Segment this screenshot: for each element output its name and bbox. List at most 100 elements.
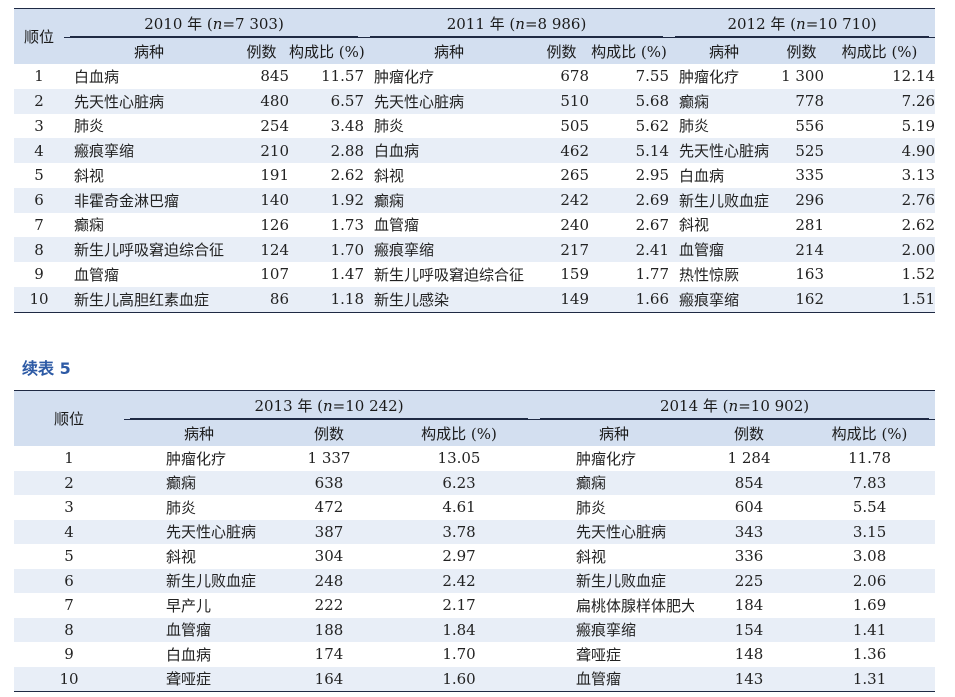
col-disease-header: 病种: [124, 419, 274, 446]
count-cell: 225: [694, 568, 805, 593]
disease-cell: 肺炎: [64, 113, 234, 139]
disease-cell: 先天性心脏病: [64, 88, 234, 114]
ratio-cell: 6.23: [384, 470, 535, 495]
disease-cell: 新生儿呼吸窘迫综合征: [64, 237, 234, 262]
ratio-cell: 2.69: [589, 187, 670, 213]
ratio-cell: 2.97: [384, 544, 535, 569]
count-cell: 1 337: [274, 446, 384, 471]
count-cell: 240: [534, 212, 590, 238]
count-cell: 336: [694, 544, 805, 569]
col-count-header: 例数: [534, 37, 590, 64]
table-row: 4 瘢痕挛缩 210 2.88 白血病 462 5.14 先天性心脏病 525 4.90: [14, 138, 936, 163]
continued-table-label: 续表 5: [22, 359, 71, 378]
col-ratio-header: 构成比 (%): [589, 37, 670, 64]
ratio-cell: 7.83: [804, 470, 936, 495]
ratio-cell: 3.08: [804, 544, 936, 569]
ratio-cell: 4.61: [384, 495, 535, 520]
col-disease-header: 病种: [64, 37, 234, 64]
ratio-cell: 1.77: [589, 262, 670, 287]
count-cell: 126: [234, 212, 289, 238]
table-row: 10 新生儿高胆红素血症 86 1.18 新生儿感染 149 1.66 瘢痕挛缩 162 1.51: [14, 286, 936, 313]
table-row: 1 白血病 845 11.57 肿瘤化疗 678 7.55 肿瘤化疗 1 300 12.14: [14, 64, 936, 89]
table-row: 7 癫痫 126 1.73 血管瘤 240 2.67 斜视 281 2.62: [14, 212, 936, 238]
ratio-cell: 1.52: [824, 262, 936, 287]
table-row: 6 非霍奇金淋巴瘤 140 1.92 癫痫 242 2.69 新生儿败血症 296 2.76: [14, 187, 936, 213]
table-row: 2 癫痫 638 6.23 癫痫 854 7.83: [14, 470, 936, 495]
year-header-2014: 2014 年 (n=10 902): [534, 390, 936, 420]
disease-cell: 先天性心脏病: [669, 138, 780, 163]
table-row: 9 白血病 174 1.70 聋哑症 148 1.36: [14, 642, 936, 667]
rank-cell: 1: [14, 446, 124, 471]
count-cell: 335: [779, 163, 825, 188]
disease-cell: 新生儿高胆红素血症: [64, 286, 234, 313]
disease-cell: 血管瘤: [64, 262, 234, 287]
col-ratio-header: 构成比 (%): [824, 37, 936, 64]
disease-cell: 瘢痕挛缩: [364, 237, 535, 262]
count-cell: 163: [779, 262, 825, 287]
ratio-cell: 1.73: [289, 212, 365, 238]
ratio-cell: 11.78: [804, 446, 936, 471]
disease-cell: 斜视: [534, 544, 695, 569]
ratio-cell: 2.00: [824, 237, 936, 262]
disease-cell: 瘢痕挛缩: [64, 138, 234, 163]
rank-cell: 9: [14, 642, 124, 667]
ratio-cell: 1.18: [289, 286, 365, 313]
table-row: 5 斜视 191 2.62 斜视 265 2.95 白血病 335 3.13: [14, 163, 936, 188]
disease-cell: 血管瘤: [669, 237, 780, 262]
table-row: 10 聋哑症 164 1.60 血管瘤 143 1.31: [14, 666, 936, 692]
table-row: 5 斜视 304 2.97 斜视 336 3.08: [14, 544, 936, 569]
rank-cell: 8: [14, 617, 124, 642]
count-cell: 480: [234, 88, 289, 114]
table-row: 7 早产儿 222 2.17 扁桃体腺样体肥大 184 1.69: [14, 593, 936, 618]
table-row: 3 肺炎 254 3.48 肺炎 505 5.62 肺炎 556 5.19: [14, 113, 936, 139]
rank-cell: 3: [14, 113, 64, 139]
rank-cell: 7: [14, 212, 64, 238]
count-cell: 149: [534, 286, 590, 313]
ratio-cell: 7.26: [824, 88, 936, 114]
count-cell: 505: [534, 113, 590, 139]
disease-cell: 肿瘤化疗: [534, 446, 695, 471]
disease-cell: 肿瘤化疗: [124, 446, 274, 471]
ratio-cell: 7.55: [589, 64, 670, 89]
ratio-cell: 1.60: [384, 666, 535, 692]
ratio-cell: 1.47: [289, 262, 365, 287]
col-count-header: 例数: [694, 419, 805, 446]
rank-cell: 4: [14, 519, 124, 544]
count-cell: 242: [534, 187, 590, 213]
col-disease-header: 病种: [669, 37, 780, 64]
ratio-cell: 2.62: [289, 163, 365, 188]
top-ten-diseases-table-2010-2012: 顺位 2010 年 (n=7 303) 2011 年 (n=8 986) 201…: [14, 8, 936, 313]
ratio-cell: 1.70: [384, 642, 535, 667]
disease-cell: 癫痫: [64, 212, 234, 238]
disease-cell: 聋哑症: [534, 642, 695, 667]
disease-cell: 肿瘤化疗: [669, 64, 780, 89]
ratio-cell: 1.51: [824, 286, 936, 313]
count-cell: 304: [274, 544, 384, 569]
rank-cell: 6: [14, 568, 124, 593]
rank-cell: 7: [14, 593, 124, 618]
ratio-cell: 1.69: [804, 593, 936, 618]
year-header-2010: 2010 年 (n=7 303): [64, 8, 365, 38]
year-header-2013: 2013 年 (n=10 242): [124, 390, 535, 420]
count-cell: 148: [694, 642, 805, 667]
disease-cell: 肺炎: [534, 495, 695, 520]
col-ratio-header: 构成比 (%): [384, 419, 535, 446]
disease-cell: 新生儿呼吸窘迫综合征: [364, 262, 535, 287]
ratio-cell: 2.88: [289, 138, 365, 163]
disease-cell: 肺炎: [124, 495, 274, 520]
count-cell: 159: [534, 262, 590, 287]
count-cell: 510: [534, 88, 590, 114]
ratio-cell: 2.95: [589, 163, 670, 188]
disease-cell: 白血病: [364, 138, 535, 163]
disease-cell: 斜视: [124, 544, 274, 569]
rank-cell: 5: [14, 163, 64, 188]
count-cell: 854: [694, 470, 805, 495]
disease-cell: 癫痫: [364, 187, 535, 213]
count-cell: 556: [779, 113, 825, 139]
ratio-cell: 5.62: [589, 113, 670, 139]
count-cell: 525: [779, 138, 825, 163]
ratio-cell: 3.15: [804, 519, 936, 544]
disease-cell: 血管瘤: [124, 617, 274, 642]
rank-cell: 10: [14, 666, 124, 692]
disease-cell: 瘢痕挛缩: [669, 286, 780, 313]
